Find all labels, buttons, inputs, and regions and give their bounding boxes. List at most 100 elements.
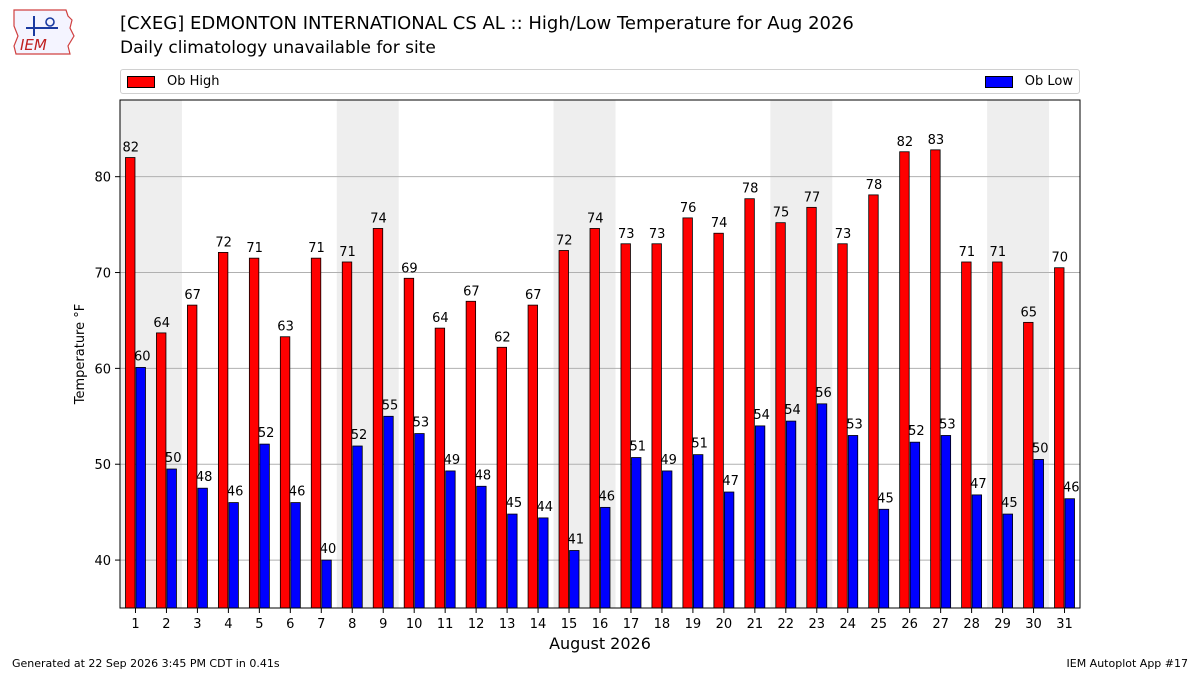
xtick-label-25: 25 xyxy=(870,617,887,632)
label-high-day-2: 64 xyxy=(153,316,170,331)
bar-high-day-20 xyxy=(713,232,724,609)
xtick-label-20: 20 xyxy=(716,617,733,632)
bar-low-day-8 xyxy=(352,445,363,609)
bar-low-day-6 xyxy=(290,502,301,609)
bar-high-day-13 xyxy=(496,346,507,609)
label-high-day-18: 73 xyxy=(649,227,666,242)
label-low-day-13: 45 xyxy=(506,496,523,511)
bar-high-day-6 xyxy=(279,336,291,609)
label-low-day-28: 47 xyxy=(970,477,987,492)
bar-low-day-29 xyxy=(1002,513,1013,609)
label-low-day-12: 48 xyxy=(475,468,492,483)
label-low-day-7: 40 xyxy=(320,542,337,557)
bar-low-day-22 xyxy=(785,420,797,609)
label-low-day-10: 53 xyxy=(413,416,430,431)
bar-low-day-14 xyxy=(538,517,549,609)
iem-logo: IEM xyxy=(13,9,75,55)
xtick-label-6: 6 xyxy=(286,617,294,632)
ytick-label-70: 70 xyxy=(94,267,111,282)
label-low-day-8: 52 xyxy=(351,428,368,443)
bar-high-day-3 xyxy=(187,304,198,609)
label-low-day-11: 49 xyxy=(444,453,461,468)
label-high-day-29: 71 xyxy=(990,245,1007,260)
label-low-day-14: 44 xyxy=(537,500,554,515)
label-low-day-18: 49 xyxy=(660,453,677,468)
xtick-label-24: 24 xyxy=(839,617,856,632)
xtick-label-2: 2 xyxy=(162,617,170,632)
xtick-label-10: 10 xyxy=(406,617,423,632)
xtick-label-5: 5 xyxy=(255,617,263,632)
label-high-day-3: 67 xyxy=(184,288,201,303)
legend-item-low: Ob Low xyxy=(984,74,1073,90)
label-high-day-30: 65 xyxy=(1021,305,1038,320)
bar-high-day-29 xyxy=(992,261,1003,609)
bar-low-day-25 xyxy=(878,508,890,609)
bar-low-day-19 xyxy=(693,454,704,609)
bar-low-day-4 xyxy=(228,502,239,609)
label-low-day-23: 56 xyxy=(815,386,832,401)
bar-high-day-10 xyxy=(403,277,415,609)
label-low-day-3: 48 xyxy=(196,470,213,485)
label-low-day-6: 46 xyxy=(289,485,306,500)
label-low-day-22: 54 xyxy=(784,403,801,418)
label-low-day-30: 50 xyxy=(1032,441,1049,456)
xtick-label-22: 22 xyxy=(778,617,795,632)
label-high-day-19: 76 xyxy=(680,201,697,216)
bar-low-day-31 xyxy=(1064,498,1075,609)
y-axis-label: Temperature °F xyxy=(73,304,88,405)
bar-low-day-26 xyxy=(909,441,921,609)
label-low-day-26: 52 xyxy=(908,424,925,439)
label-high-day-14: 67 xyxy=(525,288,542,303)
label-high-day-6: 63 xyxy=(277,320,294,335)
xtick-label-26: 26 xyxy=(901,617,918,632)
bar-high-day-30 xyxy=(1023,321,1034,609)
xtick-label-16: 16 xyxy=(592,617,609,632)
label-high-day-16: 74 xyxy=(587,211,604,226)
label-low-day-5: 52 xyxy=(258,426,275,441)
bar-low-day-10 xyxy=(414,433,425,609)
chart-subtitle: Daily climatology unavailable for site xyxy=(120,38,436,58)
label-low-day-9: 55 xyxy=(382,398,399,413)
label-high-day-28: 71 xyxy=(959,245,976,260)
label-low-day-31: 46 xyxy=(1063,481,1080,496)
label-high-day-27: 83 xyxy=(928,133,945,148)
bar-low-day-16 xyxy=(600,506,611,609)
xtick-label-30: 30 xyxy=(1025,617,1042,632)
xtick-label-7: 7 xyxy=(317,617,325,632)
bar-high-day-12 xyxy=(465,300,477,609)
bar-low-day-15 xyxy=(569,550,580,609)
bar-high-day-25 xyxy=(868,194,879,609)
label-low-day-4: 46 xyxy=(227,485,244,500)
label-low-day-15: 41 xyxy=(568,532,585,547)
bar-low-day-9 xyxy=(383,415,394,609)
label-high-day-20: 74 xyxy=(711,216,728,231)
label-high-day-26: 82 xyxy=(897,135,914,150)
label-high-day-13: 62 xyxy=(494,330,511,345)
xtick-label-17: 17 xyxy=(623,617,640,632)
bar-high-day-15 xyxy=(558,250,569,609)
label-high-day-24: 73 xyxy=(835,227,852,242)
bar-high-day-19 xyxy=(682,217,693,609)
label-low-day-16: 46 xyxy=(598,489,615,504)
bar-high-day-4 xyxy=(217,251,229,609)
xtick-label-9: 9 xyxy=(379,617,387,632)
ytick-label-50: 50 xyxy=(94,458,111,473)
label-low-day-19: 51 xyxy=(691,437,708,452)
label-high-day-1: 82 xyxy=(122,141,139,156)
xtick-label-23: 23 xyxy=(809,617,826,632)
label-high-day-7: 71 xyxy=(308,241,325,256)
svg-text:IEM: IEM xyxy=(20,36,47,54)
bar-high-day-2 xyxy=(156,332,167,609)
xtick-label-18: 18 xyxy=(654,617,671,632)
bar-low-day-30 xyxy=(1033,459,1044,609)
bar-low-day-23 xyxy=(816,403,828,609)
bar-labels: 82 60 64 50 67 48 72 46 71 52 63 46 71 40 71 52 74 55 69 53… xyxy=(122,133,1079,557)
xtick-label-21: 21 xyxy=(747,617,764,632)
bar-low-day-11 xyxy=(445,470,456,609)
bar-low-day-7 xyxy=(321,559,332,609)
bar-low-day-13 xyxy=(507,513,518,609)
label-low-day-24: 53 xyxy=(846,417,863,432)
xtick-label-11: 11 xyxy=(437,617,454,632)
